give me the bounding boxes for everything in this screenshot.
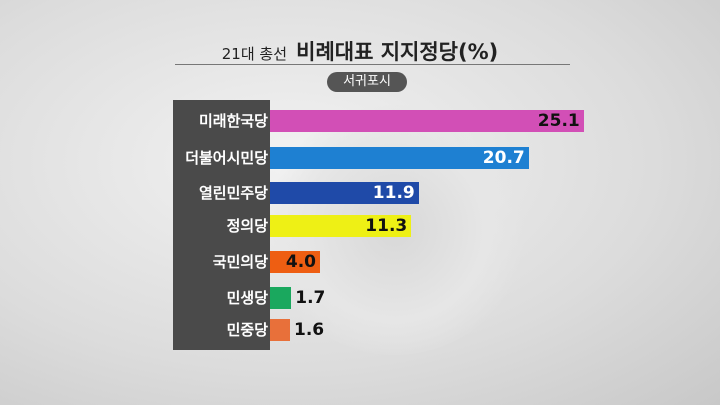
value-label: 20.7 <box>482 148 525 168</box>
title-prefix: 21대 총선 <box>221 45 288 63</box>
category-label: 국민의당 <box>212 253 268 271</box>
label-panel <box>173 100 270 350</box>
category-label: 민중당 <box>226 321 268 339</box>
category-label: 미래한국당 <box>198 112 268 130</box>
bar <box>270 182 419 204</box>
bar <box>270 215 412 237</box>
bar <box>270 110 584 132</box>
title-divider <box>175 64 570 65</box>
bar <box>270 147 529 169</box>
bar <box>270 287 292 309</box>
value-label: 4.0 <box>285 252 316 272</box>
category-label: 민생당 <box>226 289 268 307</box>
category-label: 더불어시민당 <box>185 149 268 167</box>
value-label: 1.6 <box>294 320 325 340</box>
category-label: 정의당 <box>226 217 268 235</box>
chart-title: 21대 총선 비례대표 지지정당(%) <box>0 36 720 66</box>
value-label: 11.3 <box>365 216 408 236</box>
value-label: 11.9 <box>372 183 415 203</box>
value-label: 1.7 <box>295 288 326 308</box>
title-main: 비례대표 지지정당(%) <box>296 40 499 64</box>
bar <box>270 319 290 341</box>
bar <box>270 251 320 273</box>
region-badge: 서귀포시 <box>327 72 407 92</box>
category-label: 열린민주당 <box>198 184 268 202</box>
value-label: 25.1 <box>537 111 580 131</box>
